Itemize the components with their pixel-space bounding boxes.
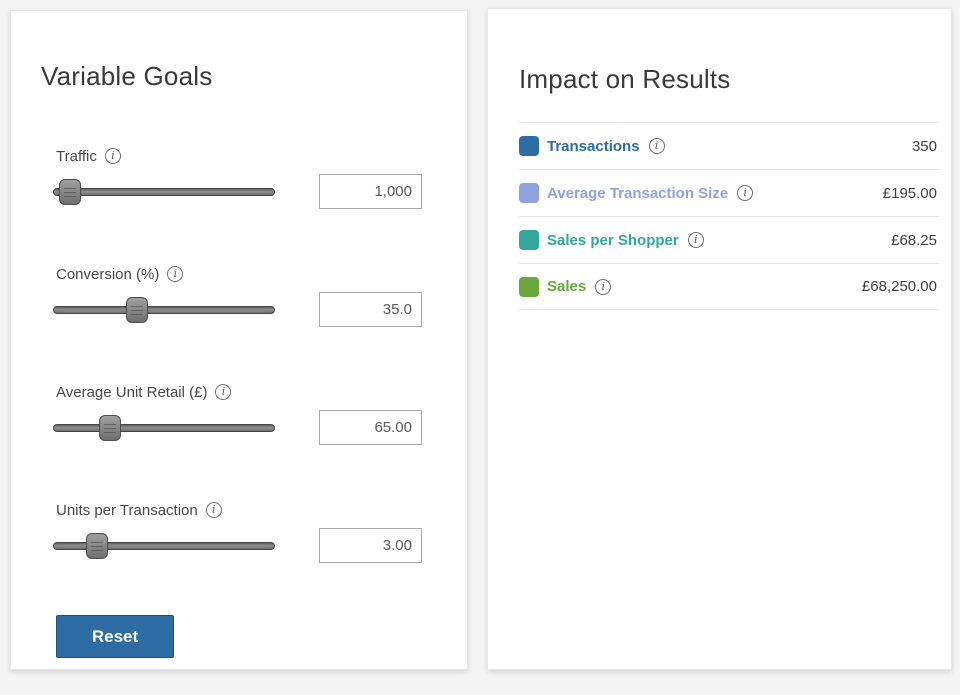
slider-group-traffic: Traffic i (53, 146, 422, 209)
info-icon[interactable]: i (104, 148, 121, 164)
slider-track[interactable] (53, 415, 275, 441)
info-icon[interactable]: i (595, 278, 612, 295)
sales-color-swatch (519, 276, 539, 297)
average-transaction-size-label: Average Transaction Size (547, 184, 729, 202)
info-icon[interactable]: i (648, 138, 665, 154)
slider-track[interactable] (53, 533, 275, 559)
sales-label: Sales (547, 278, 587, 295)
info-icon[interactable]: i (215, 384, 232, 400)
transactions-color-swatch (519, 136, 539, 156)
conversion-label: Conversion (%) (56, 265, 160, 283)
average-unit-retail-slider[interactable] (53, 415, 275, 441)
units-per-transaction-slider[interactable] (53, 533, 275, 559)
conversion-value-input[interactable] (319, 292, 422, 327)
result-row-sales: Sales i £68,250.00 (519, 263, 939, 310)
slider-handle[interactable] (85, 533, 108, 559)
reset-button[interactable]: Reset (56, 615, 174, 658)
slider-handle[interactable] (99, 415, 122, 441)
slider-group-average-unit-retail: Average Unit Retail (£) i (53, 382, 422, 445)
slider-track[interactable] (53, 179, 275, 205)
slider-group-units-per-transaction: Units per Transaction i (53, 500, 422, 563)
traffic-slider[interactable] (53, 179, 275, 205)
results-list: Transactions i 350 Average Transaction S… (519, 122, 939, 310)
info-icon[interactable]: i (167, 266, 184, 282)
result-row-transactions: Transactions i 350 (519, 122, 939, 169)
result-row-sales-per-shopper: Sales per Shopper i £68.25 (519, 216, 939, 263)
traffic-value-input[interactable] (319, 174, 422, 209)
slider-handle[interactable] (125, 297, 148, 323)
average-unit-retail-label: Average Unit Retail (£) (56, 383, 208, 401)
transactions-label: Transactions (547, 137, 640, 155)
slider-group-conversion: Conversion (%) i (53, 264, 422, 327)
variable-goals-panel: Variable Goals Traffic i Conversion (%) … (10, 10, 468, 670)
traffic-label: Traffic (56, 147, 97, 165)
info-icon[interactable]: i (737, 185, 754, 201)
impact-on-results-title: Impact on Results (519, 64, 731, 94)
transactions-value: 350 (911, 137, 937, 155)
slider-handle[interactable] (59, 179, 82, 205)
info-icon[interactable]: i (687, 232, 704, 248)
sales-per-shopper-label: Sales per Shopper (547, 231, 679, 249)
units-per-transaction-value-input[interactable] (319, 528, 422, 563)
variable-goals-title: Variable Goals (41, 61, 213, 91)
average-transaction-size-color-swatch (519, 183, 539, 203)
slider-track[interactable] (53, 297, 275, 323)
average-unit-retail-value-input[interactable] (319, 410, 422, 445)
average-transaction-size-value: £195.00 (882, 184, 937, 202)
units-per-transaction-label: Units per Transaction (56, 501, 198, 519)
sales-per-shopper-value: £68.25 (891, 231, 937, 249)
info-icon[interactable]: i (205, 502, 222, 518)
sales-per-shopper-color-swatch (519, 230, 539, 250)
conversion-slider[interactable] (53, 297, 275, 323)
result-row-average-transaction-size: Average Transaction Size i £195.00 (519, 169, 939, 216)
sales-value: £68,250.00 (861, 278, 937, 295)
impact-on-results-panel: Impact on Results Transactions i 350 Ave… (487, 8, 952, 670)
